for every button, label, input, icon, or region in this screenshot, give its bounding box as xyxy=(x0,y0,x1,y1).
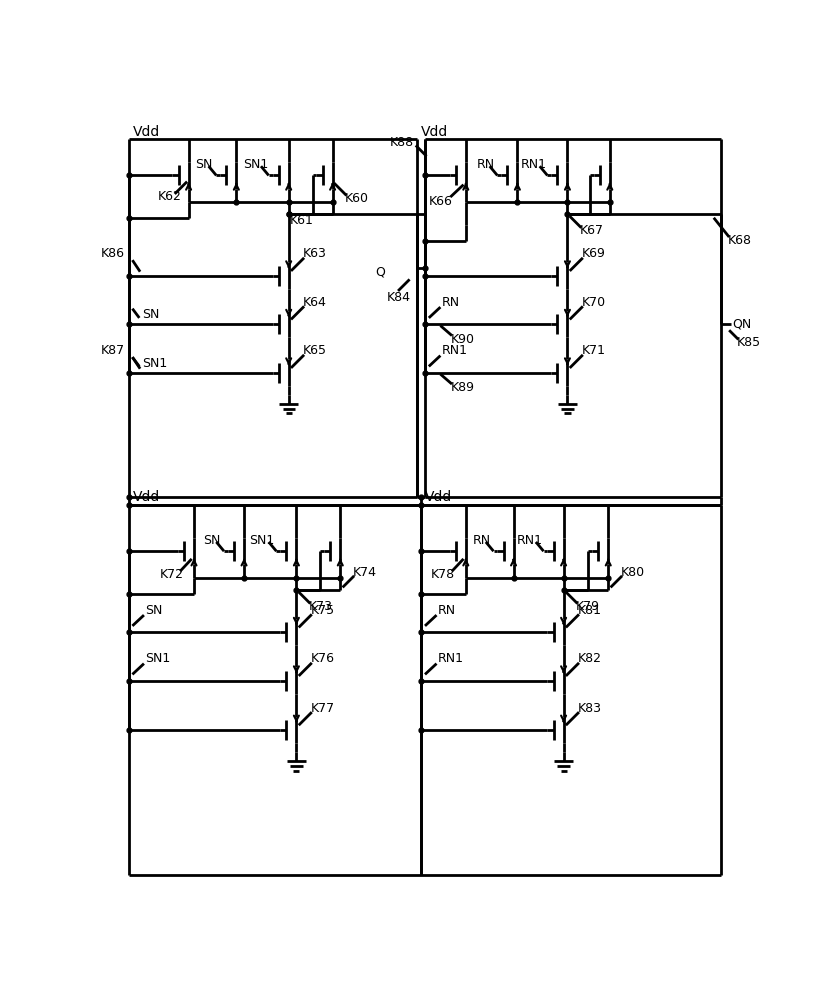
Text: K69: K69 xyxy=(581,247,605,260)
Text: SN1: SN1 xyxy=(250,534,275,547)
Text: K75: K75 xyxy=(310,604,334,617)
Text: K85: K85 xyxy=(737,336,761,349)
Text: K90: K90 xyxy=(452,333,476,346)
Text: K79: K79 xyxy=(576,600,600,613)
Text: K67: K67 xyxy=(580,224,604,237)
Text: K60: K60 xyxy=(345,192,369,205)
Text: Vdd: Vdd xyxy=(132,490,160,504)
Text: K71: K71 xyxy=(581,344,605,358)
Text: K87: K87 xyxy=(101,344,125,358)
Text: K65: K65 xyxy=(303,344,327,358)
Text: RN1: RN1 xyxy=(517,534,543,547)
Text: RN1: RN1 xyxy=(438,652,464,666)
Text: RN1: RN1 xyxy=(442,344,468,358)
Text: K64: K64 xyxy=(303,296,327,309)
Text: K89: K89 xyxy=(452,381,476,394)
Text: K83: K83 xyxy=(577,702,601,715)
Text: K66: K66 xyxy=(429,195,452,208)
Text: RN: RN xyxy=(476,158,495,171)
Text: Vdd: Vdd xyxy=(132,125,160,139)
Text: SN: SN xyxy=(203,534,221,547)
Text: RN: RN xyxy=(473,534,491,547)
Text: Vdd: Vdd xyxy=(421,125,448,139)
Text: RN: RN xyxy=(438,604,457,617)
Text: K88: K88 xyxy=(390,136,414,149)
Text: K81: K81 xyxy=(577,604,601,617)
Text: K68: K68 xyxy=(728,234,752,247)
Text: SN1: SN1 xyxy=(243,158,269,171)
Text: SN1: SN1 xyxy=(142,357,168,370)
Text: RN: RN xyxy=(442,296,460,309)
Text: K73: K73 xyxy=(308,600,332,613)
Text: K61: K61 xyxy=(290,214,314,227)
Text: K74: K74 xyxy=(352,566,376,579)
Text: SN1: SN1 xyxy=(146,652,170,666)
Text: K82: K82 xyxy=(577,652,601,666)
Text: SN: SN xyxy=(195,158,213,171)
Text: K70: K70 xyxy=(581,296,605,309)
Text: K62: K62 xyxy=(158,190,182,204)
Text: Vdd: Vdd xyxy=(425,490,452,504)
Text: QN: QN xyxy=(732,318,752,331)
Text: K84: K84 xyxy=(386,291,410,304)
Text: K72: K72 xyxy=(160,568,184,581)
Text: K63: K63 xyxy=(303,247,327,260)
Text: K78: K78 xyxy=(431,568,456,581)
Text: K76: K76 xyxy=(310,652,334,666)
Text: K77: K77 xyxy=(310,702,334,715)
Text: RN1: RN1 xyxy=(520,158,547,171)
Text: SN: SN xyxy=(142,308,160,321)
Text: Q: Q xyxy=(375,265,385,278)
Text: K80: K80 xyxy=(620,566,645,579)
Text: SN: SN xyxy=(146,604,163,617)
Text: K86: K86 xyxy=(101,247,125,260)
